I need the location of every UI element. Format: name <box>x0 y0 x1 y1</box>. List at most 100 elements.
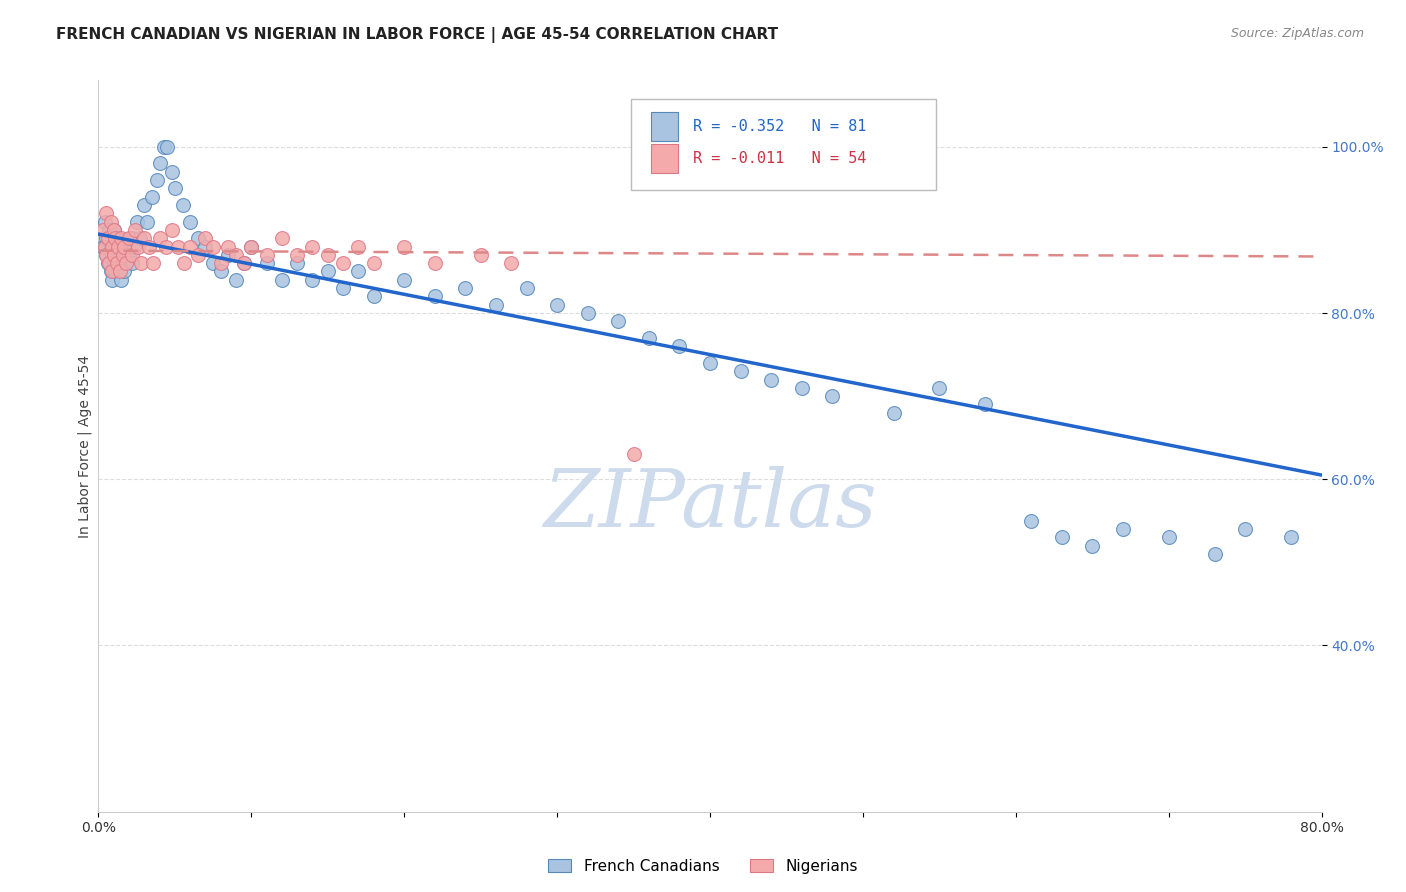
Point <box>91 239 114 253</box>
Point <box>172 198 194 212</box>
Point <box>94 231 117 245</box>
Point <box>194 231 217 245</box>
Point <box>160 165 183 179</box>
Point <box>392 239 416 253</box>
Point <box>301 239 323 253</box>
Point <box>100 264 122 278</box>
Point <box>153 140 176 154</box>
Point <box>1234 522 1257 536</box>
Point <box>270 273 292 287</box>
Point <box>110 239 132 253</box>
Point <box>332 256 354 270</box>
Point <box>93 239 115 253</box>
Point <box>1050 530 1073 544</box>
Point <box>141 189 163 203</box>
Point <box>107 231 129 245</box>
Point <box>128 231 150 245</box>
Point <box>179 214 201 228</box>
Point <box>118 248 141 262</box>
Point <box>454 281 477 295</box>
Point <box>883 406 905 420</box>
Point <box>100 239 122 253</box>
Point <box>209 264 232 278</box>
Point <box>470 248 492 262</box>
Point <box>155 239 177 253</box>
Point <box>93 214 115 228</box>
Point <box>347 239 370 253</box>
Point <box>101 248 124 262</box>
Point <box>118 231 141 245</box>
Point <box>110 273 132 287</box>
Point <box>668 339 690 353</box>
Point <box>256 256 278 270</box>
Point <box>209 256 232 270</box>
Point <box>100 214 122 228</box>
Point <box>790 381 813 395</box>
Point <box>129 256 152 270</box>
Point <box>121 256 143 270</box>
Point <box>576 306 599 320</box>
Point <box>821 389 844 403</box>
Point <box>149 231 172 245</box>
Point <box>1081 539 1104 553</box>
Point <box>104 231 127 245</box>
Point <box>194 239 217 253</box>
Point <box>607 314 630 328</box>
Point <box>1157 530 1180 544</box>
Point <box>179 239 201 253</box>
Point <box>363 256 385 270</box>
Point <box>974 397 997 411</box>
Point <box>270 231 292 245</box>
FancyBboxPatch shape <box>630 99 936 190</box>
Point <box>699 356 721 370</box>
Point <box>167 239 190 253</box>
Text: R = -0.352   N = 81: R = -0.352 N = 81 <box>693 119 866 134</box>
Point <box>149 156 172 170</box>
Point <box>301 273 323 287</box>
FancyBboxPatch shape <box>651 112 678 141</box>
Point <box>122 239 145 253</box>
Point <box>134 231 156 245</box>
Point <box>187 231 209 245</box>
Point <box>637 331 661 345</box>
Point <box>94 206 117 220</box>
Point <box>142 256 165 270</box>
Point <box>240 239 263 253</box>
Point <box>97 231 120 245</box>
Point <box>98 223 121 237</box>
Point <box>107 239 129 253</box>
Point <box>105 256 128 270</box>
Point <box>108 264 131 278</box>
Point <box>125 214 148 228</box>
Point <box>91 223 114 237</box>
Point <box>104 264 127 278</box>
Point <box>423 256 446 270</box>
Point <box>485 298 508 312</box>
Text: ZIPatlas: ZIPatlas <box>543 466 877 543</box>
Point <box>1204 547 1226 561</box>
Point <box>112 264 135 278</box>
Point <box>101 239 124 253</box>
Point <box>111 248 134 262</box>
Point <box>285 248 308 262</box>
Point <box>316 264 339 278</box>
Point <box>111 248 134 262</box>
Point <box>156 140 179 154</box>
Y-axis label: In Labor Force | Age 45-54: In Labor Force | Age 45-54 <box>77 354 91 538</box>
Point <box>928 381 950 395</box>
Point <box>217 239 239 253</box>
Point <box>225 248 247 262</box>
Point <box>103 256 125 270</box>
Point <box>115 256 138 270</box>
Point <box>516 281 538 295</box>
Point <box>104 239 127 253</box>
Point <box>160 223 183 237</box>
Point <box>546 298 568 312</box>
Point <box>103 248 125 262</box>
Point <box>316 248 339 262</box>
Point <box>105 248 128 262</box>
Point <box>120 231 142 245</box>
Point <box>187 248 209 262</box>
Point <box>232 256 254 270</box>
Point <box>110 231 132 245</box>
